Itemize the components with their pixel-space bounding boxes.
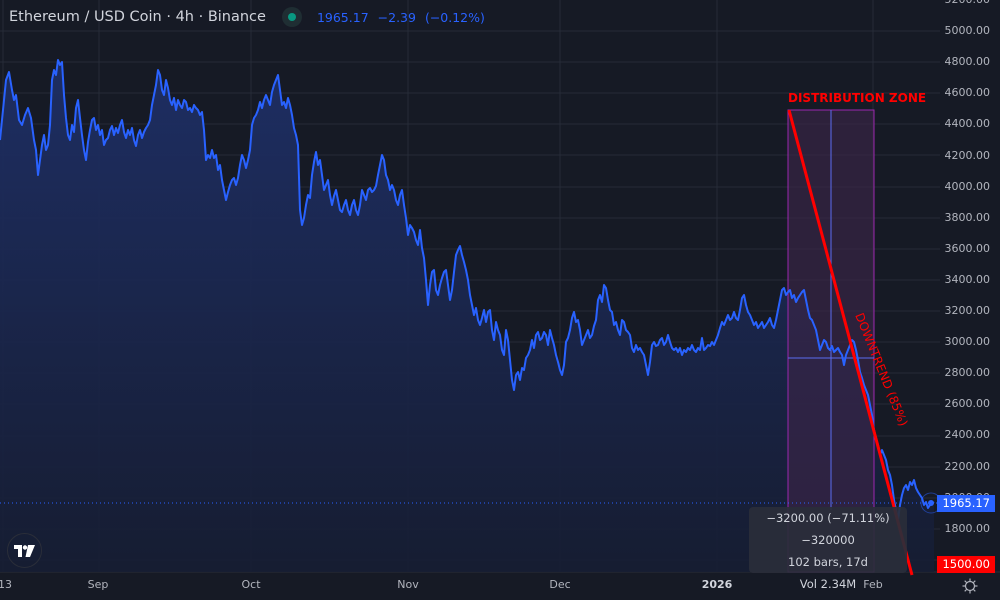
price-axis-label: 3000.00	[944, 335, 991, 349]
price-line	[0, 59, 935, 521]
price-axis-label: 2200.00	[944, 459, 991, 473]
price-axis-label: 2600.00	[944, 397, 991, 411]
price-quote: 1965.17 −2.39 (−0.12%)	[317, 10, 490, 25]
price-change: −2.39	[377, 9, 416, 25]
target-price-tag: 1500.00	[937, 556, 995, 573]
price-axis-label: 3600.00	[944, 241, 991, 255]
price-axis-label: 1800.00	[944, 521, 991, 535]
price-area-fill	[0, 60, 934, 572]
price-axis-label: 4000.00	[944, 179, 991, 193]
price-axis-label: 2400.00	[944, 428, 991, 442]
time-axis-label: Feb	[863, 578, 883, 591]
price-axis-label: 5200.00	[945, 0, 991, 6]
price-axis-label: 5000.00	[944, 24, 991, 38]
tradingview-logo-icon[interactable]	[7, 533, 42, 568]
symbol-title[interactable]: Ethereum / USD Coin · 4h · Binance	[9, 9, 266, 25]
chart-header: Ethereum / USD Coin · 4h · Binance 1965.…	[0, 0, 490, 34]
time-axis-label: Nov	[397, 578, 419, 591]
price-axis-label: 3800.00	[944, 210, 991, 224]
measure-change: −3200.00 (−71.11%) −320000	[766, 511, 890, 547]
market-status-icon	[281, 7, 302, 27]
price-axis-label: 4400.00	[944, 117, 991, 131]
current-price-tag: 1965.17	[937, 495, 995, 512]
measure-bars: 102 bars, 17d	[788, 555, 868, 569]
price-axis-label: 3400.00	[944, 272, 991, 286]
measure-volume: Vol 2.34M	[799, 577, 857, 591]
price-axis-label: 4600.00	[944, 86, 991, 100]
price-axis-label: 4200.00	[944, 148, 991, 162]
price-axis-label: 4800.00	[944, 55, 991, 69]
price-axis-label: 2800.00	[944, 366, 991, 380]
last-price-marker	[928, 500, 934, 506]
downtrend-line[interactable]	[787, 109, 914, 576]
time-axis-label: Dec	[549, 578, 571, 591]
time-axis-label: 2026	[701, 578, 733, 591]
time-axis-label: Oct	[241, 578, 261, 591]
settings-gear-icon[interactable]	[962, 578, 978, 594]
measure-tooltip: −3200.00 (−71.11%) −320000 102 bars, 17d…	[749, 507, 907, 591]
distribution-zone-label: DISTRIBUTION ZONE	[788, 91, 926, 105]
price-axis-label: 3200.00	[944, 304, 991, 317]
time-axis-label: 13	[0, 578, 12, 591]
last-price: 1965.17	[316, 9, 369, 25]
price-change-pct: (−0.12%)	[424, 9, 485, 25]
time-axis-label: Sep	[87, 578, 109, 591]
